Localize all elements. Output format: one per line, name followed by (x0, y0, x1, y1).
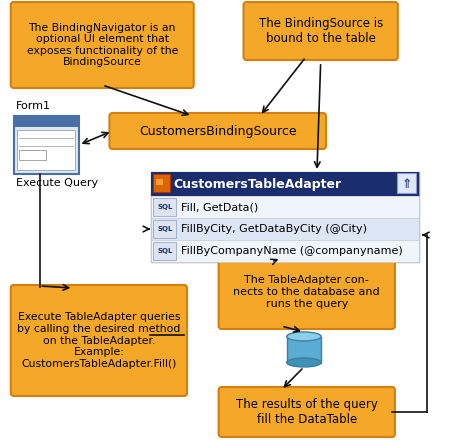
Text: FillByCompanyName (@companyname): FillByCompanyName (@companyname) (181, 246, 403, 256)
Text: FillByCity, GetDataByCity (@City): FillByCity, GetDataByCity (@City) (181, 224, 367, 234)
FancyBboxPatch shape (156, 179, 163, 185)
FancyBboxPatch shape (11, 2, 194, 88)
Text: Execute TableAdapter queries
by calling the desired method
on the TableAdapter.
: Execute TableAdapter queries by calling … (17, 312, 181, 369)
FancyBboxPatch shape (151, 172, 419, 262)
Text: ⇑: ⇑ (401, 178, 412, 190)
Text: The TableAdapter con-
nects to the database and
runs the query: The TableAdapter con- nects to the datab… (233, 275, 380, 308)
Ellipse shape (287, 332, 321, 341)
FancyBboxPatch shape (219, 387, 395, 437)
Text: CustomersTableAdapter: CustomersTableAdapter (173, 178, 342, 190)
FancyBboxPatch shape (110, 113, 326, 149)
Text: Form1: Form1 (15, 101, 51, 111)
FancyBboxPatch shape (154, 220, 177, 238)
FancyBboxPatch shape (153, 174, 170, 192)
Ellipse shape (287, 358, 321, 367)
Text: The results of the query
fill the DataTable: The results of the query fill the DataTa… (236, 398, 378, 426)
FancyBboxPatch shape (14, 116, 79, 127)
Text: SQL: SQL (157, 204, 173, 210)
FancyBboxPatch shape (244, 2, 398, 60)
Text: SQL: SQL (157, 248, 173, 254)
Text: Fill, GetData(): Fill, GetData() (181, 202, 259, 212)
FancyBboxPatch shape (11, 285, 187, 396)
FancyBboxPatch shape (151, 196, 419, 218)
Text: Execute Query: Execute Query (15, 178, 98, 188)
Text: SQL: SQL (157, 226, 173, 232)
FancyBboxPatch shape (287, 336, 321, 363)
FancyBboxPatch shape (219, 255, 395, 329)
Text: CustomersBindingSource: CustomersBindingSource (139, 125, 297, 138)
FancyBboxPatch shape (154, 198, 177, 216)
Text: The BindingSource is
bound to the table: The BindingSource is bound to the table (259, 17, 383, 45)
FancyBboxPatch shape (151, 240, 419, 262)
FancyBboxPatch shape (154, 242, 177, 260)
FancyBboxPatch shape (14, 116, 79, 174)
FancyBboxPatch shape (397, 173, 416, 193)
FancyBboxPatch shape (151, 172, 419, 196)
FancyBboxPatch shape (151, 218, 419, 240)
FancyBboxPatch shape (19, 150, 46, 160)
Text: The BindingNavigator is an
optional UI element that
exposes functionality of the: The BindingNavigator is an optional UI e… (27, 23, 178, 67)
FancyBboxPatch shape (18, 130, 75, 170)
